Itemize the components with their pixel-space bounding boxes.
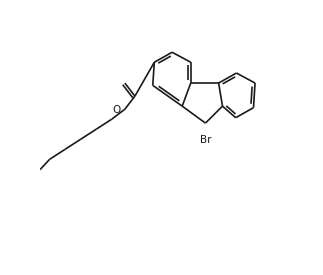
Text: Br: Br — [200, 135, 211, 145]
Text: O: O — [113, 105, 121, 115]
